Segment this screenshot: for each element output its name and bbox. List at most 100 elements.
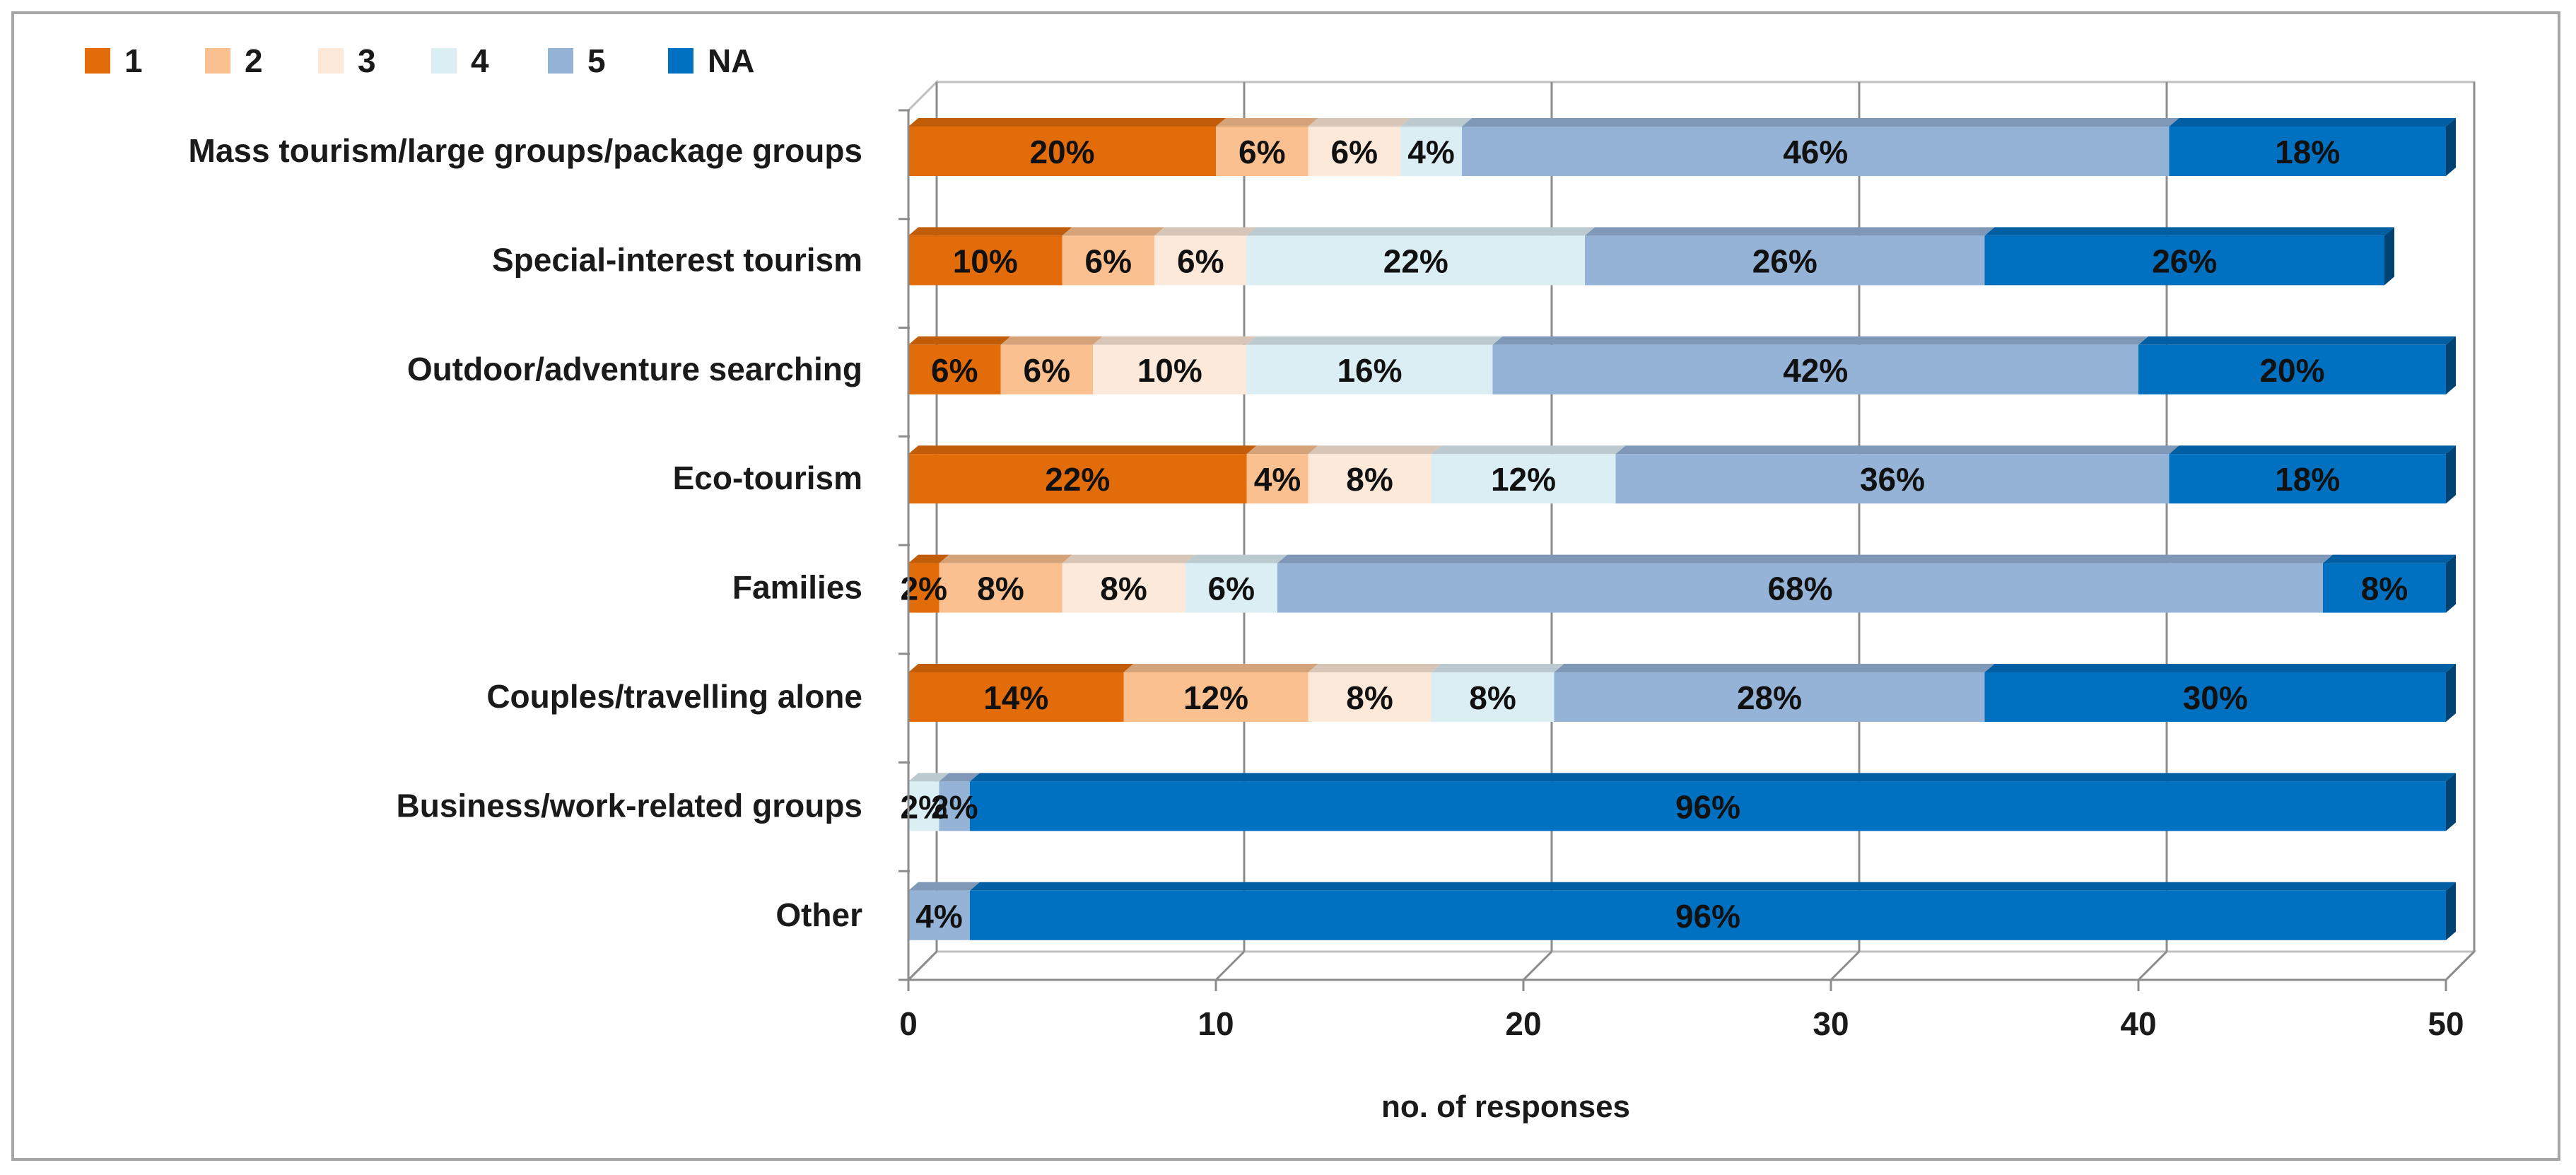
legend-swatch [548, 48, 573, 74]
data-label: 22% [1045, 461, 1110, 498]
data-label: 8% [2361, 571, 2408, 607]
data-label: 10% [953, 242, 1018, 279]
bar-top [1246, 336, 1503, 345]
bar-segment [908, 890, 970, 940]
x-axis: 0 10 20 30 40 50 [899, 110, 2464, 1042]
data-label: 26% [1752, 242, 1817, 279]
bar-top [970, 773, 2456, 782]
bar-side [2384, 227, 2394, 286]
bar-segment [908, 563, 939, 613]
bar-segment [1185, 563, 1277, 613]
bar-top [2323, 554, 2456, 563]
data-label: 36% [1860, 461, 1925, 498]
floor [906, 950, 2477, 981]
data-label: 6% [1331, 134, 1378, 170]
bar-top [908, 445, 1257, 455]
data-label: 8% [1346, 679, 1393, 716]
x-tick-label: 20 [1505, 1005, 1541, 1042]
bar-top [1492, 336, 2148, 345]
bar-side [2446, 336, 2456, 394]
gridline-floor [2445, 950, 2476, 981]
bar-side [2446, 118, 2456, 176]
bar-top [1216, 118, 1318, 127]
category-label: Families [732, 569, 862, 606]
bar-top [2169, 445, 2456, 455]
x-tick-label: 50 [2428, 1005, 2464, 1042]
data-label: 4% [1254, 461, 1301, 498]
bar-top [2169, 118, 2456, 127]
data-label: 22% [1383, 242, 1448, 279]
bar-segment [1462, 127, 2170, 176]
category-label: Eco-tourism [673, 460, 862, 496]
bar-top [1062, 554, 1195, 563]
bar-side [2446, 445, 2456, 504]
category-label: Outdoor/adventure searching [407, 351, 862, 387]
data-label: 2% [931, 788, 978, 825]
bar-top [1554, 664, 1995, 672]
bar-segment [1000, 344, 1093, 394]
data-label: 8% [1100, 571, 1147, 607]
bar-top [1308, 664, 1441, 672]
bar-top [1984, 227, 2394, 236]
legend-swatch [431, 48, 457, 74]
bar-top [1246, 445, 1318, 455]
bar-top [908, 118, 1226, 127]
bar-side [2446, 882, 2456, 940]
bar-segment [1984, 672, 2446, 722]
bar-top [970, 882, 2456, 891]
gridline-floor [2137, 950, 2168, 981]
bar-side [2446, 664, 2456, 722]
bar-segment [2169, 127, 2446, 176]
bar-segment [970, 890, 2446, 940]
category-label: Other [775, 896, 862, 933]
bar-segment [908, 127, 1216, 176]
bar-segment [1154, 235, 1247, 286]
gridline-floor [1522, 950, 1553, 981]
bar-side [2446, 773, 2456, 831]
bar-top [1123, 664, 1318, 672]
data-label: 8% [1346, 461, 1393, 498]
gridline-floor [1829, 950, 1861, 981]
x-tick-label: 30 [1813, 1005, 1849, 1042]
bar-top [1154, 227, 1257, 236]
bar-top [1246, 227, 1595, 236]
stacked-bar-chart: 1 2 3 4 5 NA 20% 6% 6% 4% 46% 18% 10% 6% 6% 22% 26% 26% 6… [85, 42, 2477, 1124]
data-label: 6% [1024, 352, 1070, 389]
bar-segment [1062, 563, 1185, 613]
bar-segment [1431, 454, 1616, 504]
legend-label: 2 [245, 42, 263, 79]
data-label: 6% [1177, 242, 1224, 279]
bar-segment [908, 672, 1124, 722]
category-label: Mass tourism/large groups/package groups [189, 132, 862, 169]
legend-label: 5 [587, 42, 606, 79]
bar-segment [939, 563, 1062, 613]
bar-segment [970, 781, 2446, 831]
bar-top [1462, 118, 2179, 127]
bar-top [908, 227, 1072, 236]
bar-segment [1615, 454, 2170, 504]
bar-segment [939, 781, 970, 831]
chart-frame: 1 2 3 4 5 NA 20% 6% 6% 4% 46% 18% 10% 6% 6% 22% 26% 26% 6… [11, 11, 2560, 1161]
bar-top [939, 773, 980, 782]
bar-top [1431, 445, 1626, 455]
bar-segment [908, 235, 1062, 286]
data-label: 46% [1783, 134, 1848, 170]
bar-top [908, 773, 949, 782]
bar-top [908, 664, 1134, 672]
legend-swatch [205, 48, 230, 74]
bar-top [908, 336, 1011, 345]
x-tick-label: 10 [1198, 1005, 1234, 1042]
bar-top [1308, 445, 1441, 455]
bar-segment [1308, 127, 1400, 176]
bar-top [1400, 118, 1472, 127]
data-label: 28% [1737, 679, 1802, 716]
legend-label: 3 [358, 42, 376, 79]
bar-segment [1216, 127, 1309, 176]
bar-segment [908, 781, 939, 831]
side-wall [907, 79, 938, 983]
legend-label: 1 [124, 42, 143, 79]
x-tick-label: 0 [899, 1005, 918, 1042]
data-label: 6% [1239, 134, 1285, 170]
data-label: 8% [977, 571, 1024, 607]
legend-swatch [668, 48, 693, 74]
